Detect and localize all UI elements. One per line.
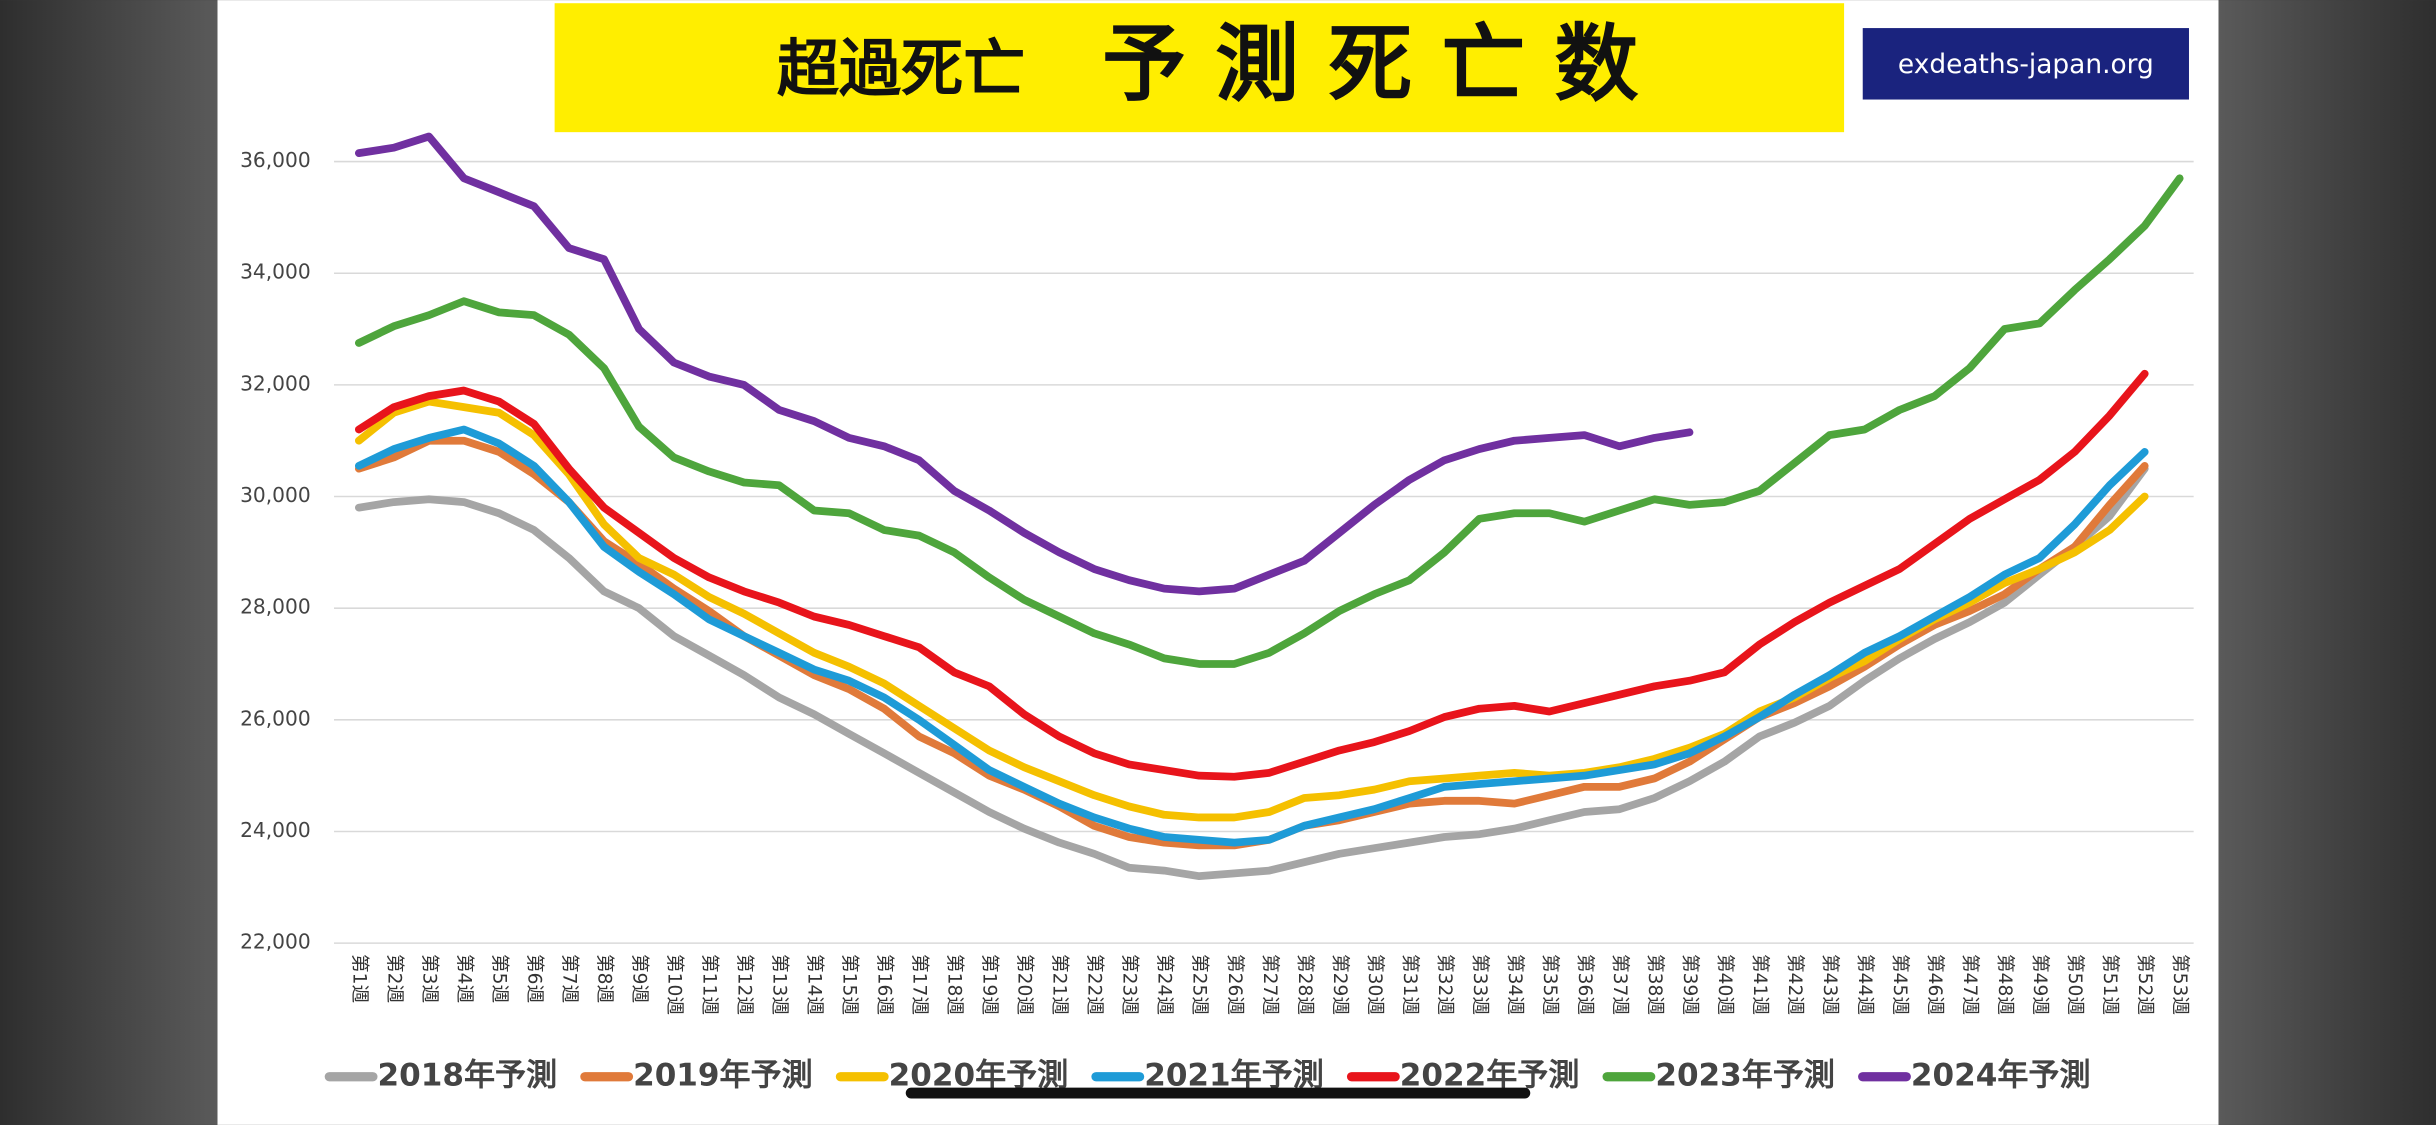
x-tick-label: 第24週: [1154, 954, 1175, 1015]
right-backdrop: [2218, 0, 2436, 1125]
series-line: [354, 425, 2149, 847]
left-backdrop: [0, 0, 218, 1125]
title-box: [554, 3, 1845, 133]
x-tick-label: 第44週: [1854, 954, 1875, 1015]
y-tick-label: 24,000: [240, 818, 311, 842]
x-tick-label: 第20週: [1014, 954, 1035, 1015]
legend-label: 2019年予測: [633, 1058, 813, 1094]
chart-subtitle: 予 測 死 亡 数: [1102, 15, 1638, 113]
source-box: [1862, 28, 2189, 100]
legend-label: 2024年予測: [1911, 1058, 2091, 1094]
series-line: [354, 132, 1694, 596]
x-tick-label: 第7週: [558, 954, 579, 1003]
x-tick-label: 第11週: [699, 954, 720, 1015]
y-tick-label: 26,000: [240, 706, 311, 730]
y-tick-label: 36,000: [240, 148, 311, 172]
x-tick-label: 第15週: [839, 954, 860, 1015]
x-tick-label: 第48週: [1994, 954, 2015, 1015]
y-tick-label: 32,000: [240, 371, 311, 395]
x-tick-label: 第8週: [593, 954, 614, 1003]
x-tick-label: 第47週: [1959, 954, 1980, 1015]
plot: 22,000 24,000 26,000 28,000 30,000 32,000 34,0…: [240, 132, 2194, 1094]
x-tick-label: 第14週: [804, 954, 825, 1015]
x-tick-label: 第9週: [628, 954, 649, 1003]
x-tick-label: 第33週: [1469, 954, 1490, 1015]
x-tick-label: 第23週: [1119, 954, 1140, 1015]
x-tick-label: 第2週: [383, 954, 404, 1003]
x-tick-label: 第43週: [1819, 954, 1840, 1015]
x-tick-label: 第21週: [1049, 954, 1070, 1015]
y-tick-label: 22,000: [240, 930, 311, 954]
x-tick-label: 第51週: [2099, 954, 2120, 1015]
x-tick-label: 第10週: [664, 954, 685, 1015]
x-tick-label: 第1週: [348, 954, 369, 1003]
x-tick-label: 第49週: [2029, 954, 2050, 1015]
x-tick-label: 第17週: [909, 954, 930, 1015]
x-tick-label: 第42週: [1784, 954, 1805, 1015]
x-tick-label: 第3週: [418, 954, 439, 1003]
x-tick-label: 第26週: [1224, 954, 1245, 1015]
x-tick-label: 第25週: [1189, 954, 1210, 1015]
x-tick-label: 第29週: [1329, 954, 1350, 1015]
x-tick-label: 第40週: [1714, 954, 1735, 1015]
x-tick-label: 第4週: [453, 954, 474, 1003]
chart-panel: [217, 0, 2219, 1125]
x-tick-label: 第6週: [523, 954, 544, 1003]
series-line: [354, 464, 2149, 881]
y-tick-label: 30,000: [240, 483, 311, 507]
x-tick-label: 第28週: [1294, 954, 1315, 1015]
x-tick-label: 第35週: [1539, 954, 1560, 1015]
x-tick-label: 第46週: [1924, 954, 1945, 1015]
chart-title: 超過死亡: [777, 32, 1025, 105]
source: exdeaths-japan.org: [1898, 49, 2154, 80]
x-tick-label: 第36週: [1574, 954, 1595, 1015]
x-tick-label: 第13週: [769, 954, 790, 1015]
x-tick-label: 第39週: [1679, 954, 1700, 1015]
x-tick-label: 第5週: [488, 954, 509, 1003]
y-tick-label: 34,000: [240, 260, 311, 284]
x-tick-label: 第50週: [2064, 954, 2085, 1015]
series-line: [354, 397, 2149, 822]
x-tick-label: 第45週: [1889, 954, 1910, 1015]
x-tick-label: 第12週: [734, 954, 755, 1015]
x-tick-label: 第53週: [2169, 954, 2190, 1015]
x-tick-label: 第31週: [1399, 954, 1420, 1015]
x-tick-label: 第34週: [1504, 954, 1525, 1015]
x-tick-label: 第18週: [944, 954, 965, 1015]
x-tick-label: 第32週: [1434, 954, 1455, 1015]
x-tick-label: 第37週: [1609, 954, 1630, 1015]
x-tick-label: 第22週: [1084, 954, 1105, 1015]
x-tick-label: 第19週: [979, 954, 1000, 1015]
series-line: [354, 369, 2149, 781]
home-indicator: [905, 1087, 1531, 1099]
legend-label: 2023年予測: [1655, 1058, 1835, 1094]
series-line: [354, 174, 2184, 668]
x-tick-label: 第41週: [1749, 954, 1770, 1015]
x-tick-label: 第16週: [874, 954, 895, 1015]
legend-label: 2018年予測: [378, 1058, 558, 1094]
y-tick-label: 28,000: [240, 595, 311, 619]
x-tick-label: 第30週: [1364, 954, 1385, 1015]
x-tick-label: 第52週: [2134, 954, 2155, 1015]
x-tick-label: 第38週: [1644, 954, 1665, 1015]
x-tick-label: 第27週: [1259, 954, 1280, 1015]
